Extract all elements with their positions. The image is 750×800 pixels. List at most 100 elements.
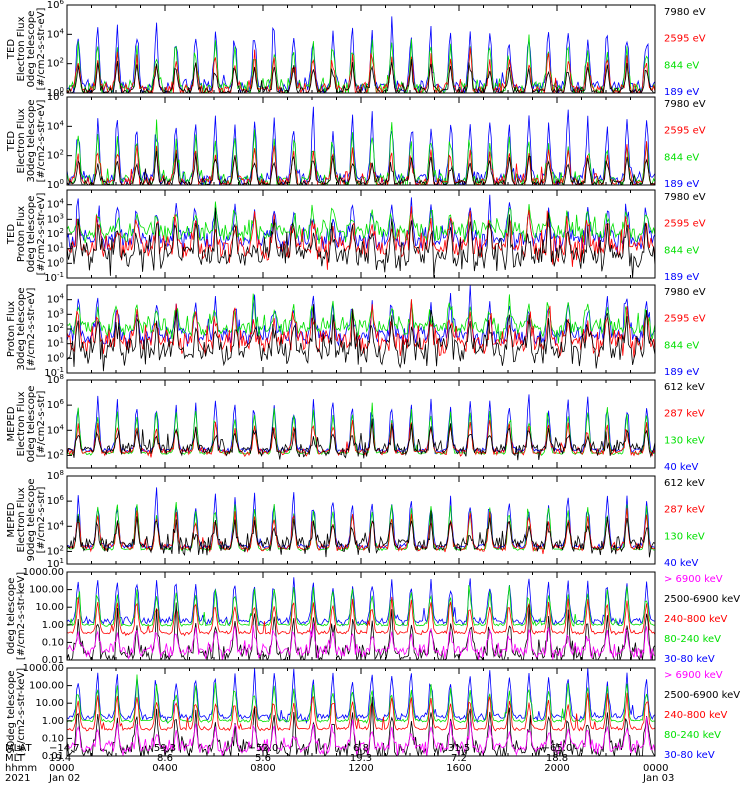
x-tick-label-mlat: −14.7	[49, 743, 80, 754]
legend-entry: 130 keV	[664, 531, 705, 542]
x-tick-label-mlt: 19.4	[49, 753, 71, 764]
y-axis-label: 30deg telescope	[26, 99, 37, 182]
y-tick-label: 102	[47, 57, 64, 70]
series-line-30-80-kev	[67, 668, 655, 724]
y-axis-label: TED	[6, 39, 17, 60]
y-tick-label: 108	[47, 469, 64, 482]
y-tick-label: 10.00	[35, 698, 64, 709]
y-tick-label: 104	[47, 293, 65, 306]
y-tick-label: 103	[47, 212, 64, 225]
y-axis-label: [#/cm2-s-str]	[36, 390, 47, 457]
legend-entry: 2595 eV	[664, 34, 706, 45]
panel-2: 100 102 104 106 TED Electron Flux 30deg telesc…	[6, 90, 706, 191]
series-line-240-800-kev	[67, 596, 655, 637]
x-tick-label-hhmm: 1600	[446, 763, 471, 774]
legend-entry: 80-240 keV	[664, 730, 721, 741]
panel-8: 0.01 0.10 1.00 10.00 100.00 1000.00 90deg tele…	[6, 663, 740, 762]
y-tick-label: 106	[47, 494, 65, 507]
x-tick-label-mlt: 8.6	[157, 753, 173, 764]
legend-entry: 80-240 keV	[664, 634, 721, 645]
y-axis-label: [#/cm2-s-str-keV]	[16, 668, 27, 756]
y-tick-label: 104	[47, 519, 65, 532]
y-tick-label: 106	[47, 398, 65, 411]
x-tick-label-hhmm: 0000	[643, 763, 668, 774]
y-axis-label: MEPED	[6, 502, 17, 537]
y-axis-label: Electron Flux	[16, 391, 27, 456]
y-axis-label: 90deg telescope	[6, 670, 17, 753]
legend-entry: 189 eV	[664, 367, 699, 378]
y-tick-label: 100.00	[29, 681, 64, 692]
y-tick-label: 0.01	[42, 751, 64, 762]
series-line-287-kev	[67, 419, 655, 458]
y-tick-label: 101	[47, 242, 64, 255]
x-tick-label-hhmm: 0000	[49, 763, 74, 774]
series-line-612-kev	[67, 510, 655, 558]
legend-entry: 287 keV	[664, 505, 705, 516]
legend-entry: 189 eV	[664, 179, 699, 190]
x-tick-label-mlat: 59.3	[154, 743, 176, 754]
legend-entry: 30-80 keV	[664, 654, 715, 665]
y-tick-label: 0.10	[42, 637, 64, 648]
y-tick-label: 106	[47, 0, 65, 11]
y-tick-label: 102	[47, 322, 64, 335]
y-axis-label: [#/cm2-s-str]	[36, 486, 47, 553]
legend-entry: > 6900 keV	[664, 574, 723, 585]
y-axis-label: 30deg telescope	[16, 287, 27, 370]
y-tick-label: 1.00	[42, 716, 64, 727]
y-axis-label: [#/cm2-s-str-eV]	[26, 288, 37, 371]
y-axis-label: Proton Flux	[16, 206, 27, 262]
series-line-844-ev	[67, 201, 655, 244]
legend-entry: 612 keV	[664, 478, 705, 489]
legend-entry: 7980 eV	[664, 192, 706, 203]
x-tick-label-mlat: 6.8	[353, 743, 369, 754]
y-axis-label: 90deg telescope	[26, 478, 37, 561]
legend-entry: 240-800 keV	[664, 710, 728, 721]
y-tick-label: 101	[47, 337, 64, 350]
panel-stack: 100 102 104 106 TED Electron Flux 0deg telesco…	[6, 0, 740, 762]
y-tick-label: 104	[47, 27, 65, 40]
x-tick-label-hhmm: 2000	[544, 763, 569, 774]
y-axis-label: TED	[6, 224, 17, 245]
x-tick-label-hhmm: 0800	[250, 763, 275, 774]
x-tick-label-mlat: 31.5	[448, 743, 470, 754]
series-line-612-kev	[67, 418, 655, 461]
y-axis-label: Proton Flux	[6, 301, 17, 357]
legend-entry: 844 eV	[664, 60, 699, 71]
legend-entry: 240-800 keV	[664, 614, 728, 625]
y-tick-label: 104	[47, 423, 65, 436]
y-axis-label: MEPED	[6, 406, 17, 441]
legend-entry: 612 keV	[664, 382, 705, 393]
series-line-2595-ev	[67, 206, 655, 270]
y-axis-label: [#/cm2-s-str-eV]	[36, 8, 47, 91]
x-tick-label-mlt: 5.6	[255, 753, 271, 764]
y-tick-label: 1.00	[42, 620, 64, 631]
series-line-80-240-kev	[67, 674, 655, 724]
y-tick-label: 100	[47, 351, 64, 364]
y-axis-label: 0deg telescope	[26, 11, 37, 88]
legend-entry: > 6900 keV	[664, 670, 723, 681]
y-tick-label: 102	[47, 544, 64, 557]
y-axis-label: Electron Flux	[16, 108, 27, 173]
panel-5: 102 104 106 108 MEPED Electron Flux 0deg teles…	[6, 373, 705, 473]
x-row-label: 2021	[5, 773, 30, 784]
x-tick-label-mlt: 19.3	[350, 753, 372, 764]
y-tick-label: 100.00	[29, 585, 64, 596]
x-row-label: MLAT	[5, 743, 32, 754]
y-tick-label: 102	[47, 448, 64, 461]
series-line-240-800-kev	[67, 692, 655, 732]
legend-entry: 287 keV	[664, 409, 705, 420]
y-tick-label: 1000.00	[23, 567, 64, 578]
y-tick-label: 108	[47, 373, 64, 386]
panel-frame	[66, 571, 656, 661]
series-line-287-kev	[67, 508, 655, 555]
legend-entry: 130 keV	[664, 435, 705, 446]
x-tick-label-mlt: 7.2	[451, 753, 467, 764]
y-tick-label: 100	[47, 256, 64, 269]
y-tick-label: 0.01	[42, 655, 64, 666]
y-axis-label: 0deg telescope	[26, 196, 37, 273]
y-tick-label: 104	[47, 119, 65, 132]
y-tick-label: 102	[47, 149, 64, 162]
